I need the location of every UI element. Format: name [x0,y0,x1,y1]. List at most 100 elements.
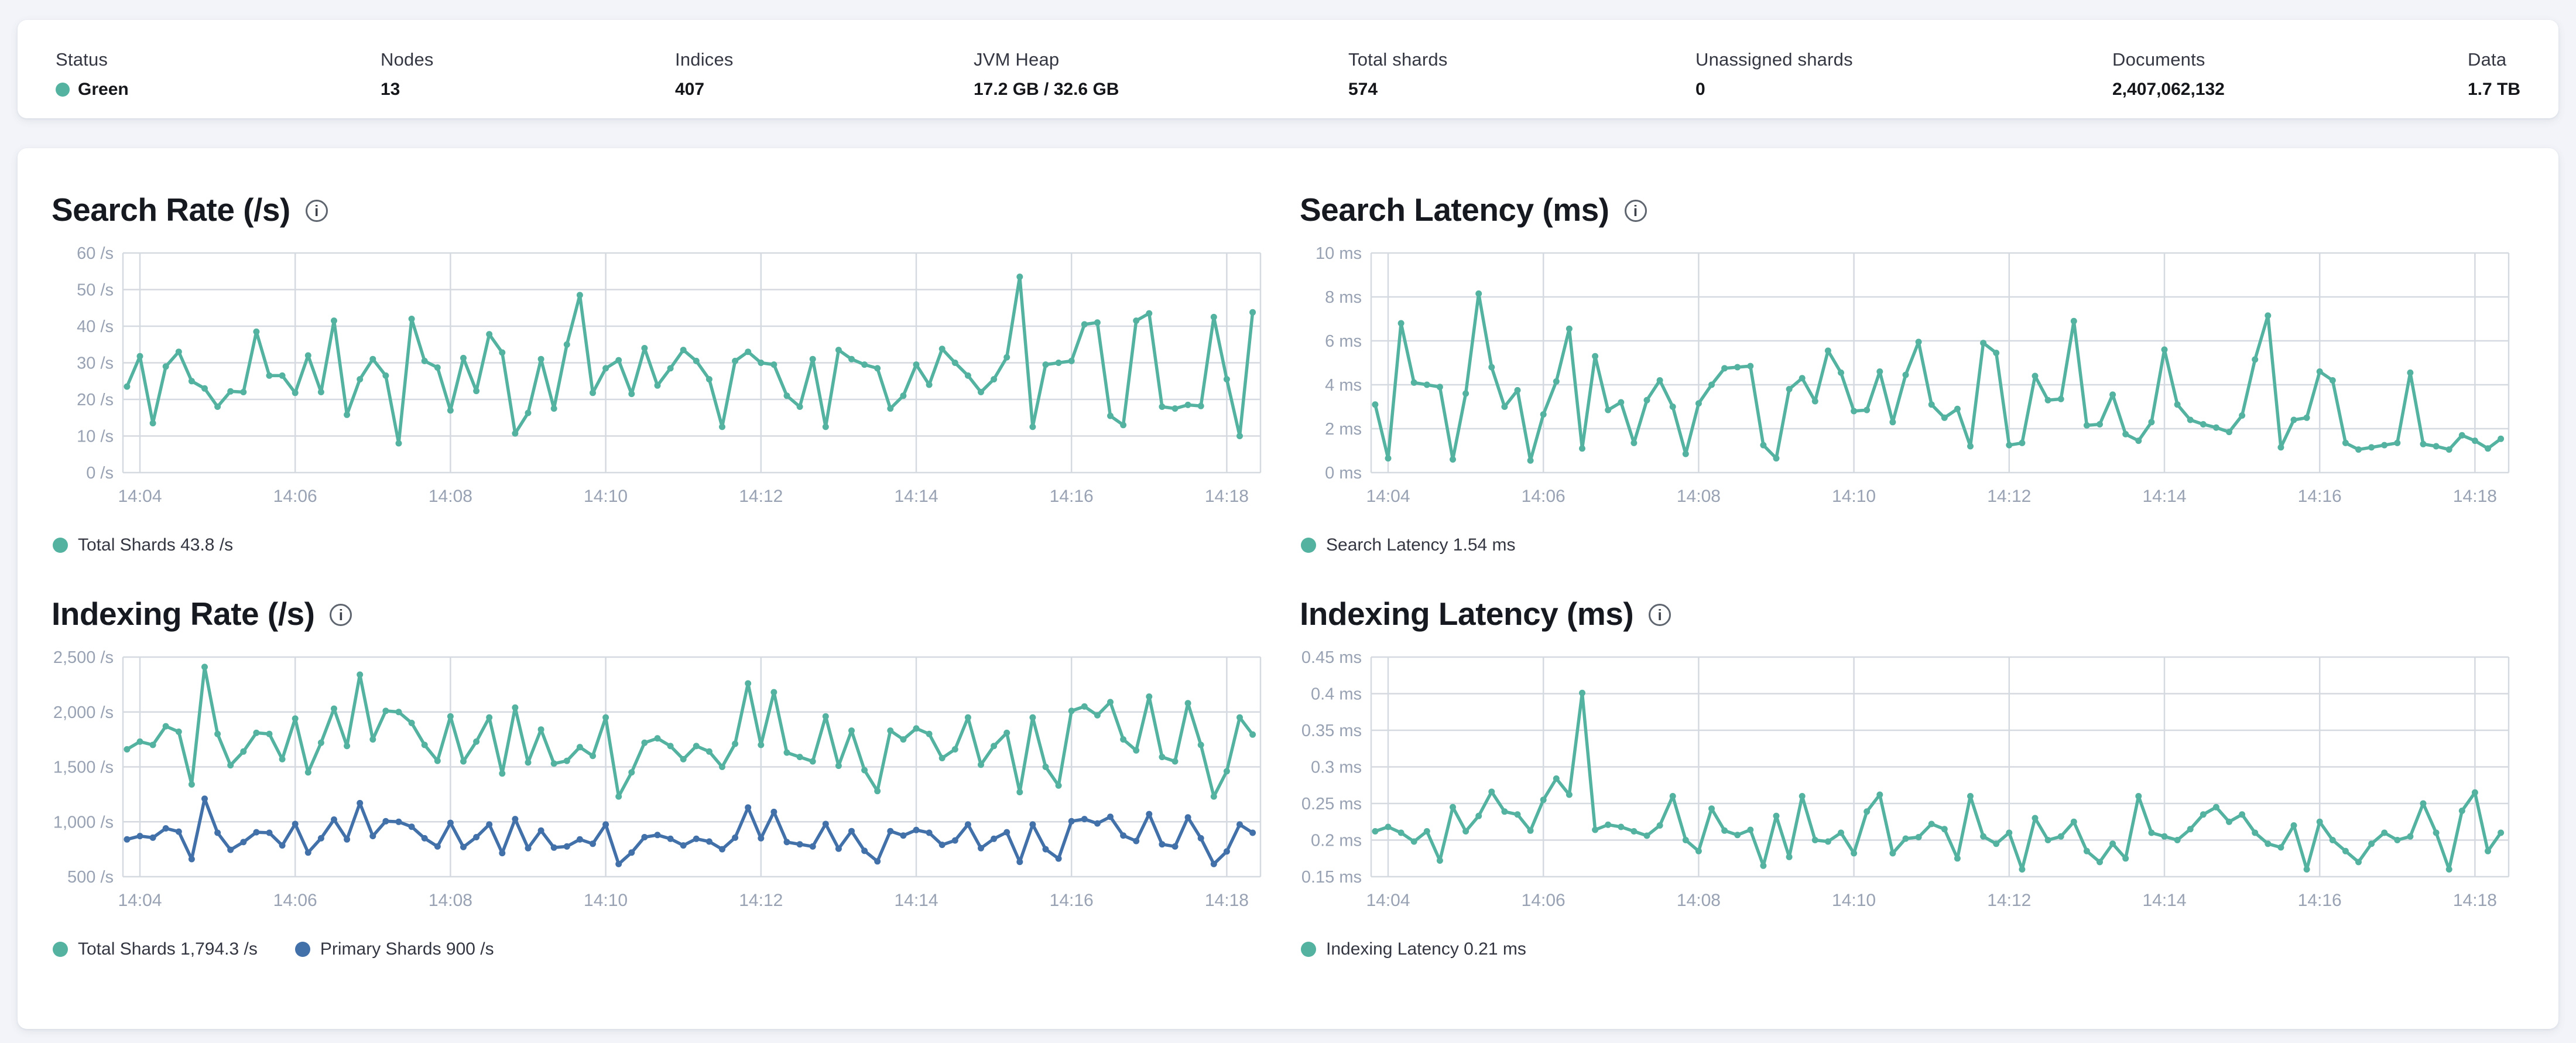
svg-text:30 /s: 30 /s [77,354,114,373]
stat-label: Total shards [1348,49,1448,70]
legend-label: Total Shards 1,794.3 /s [78,939,258,959]
svg-text:0.4 ms: 0.4 ms [1311,685,1362,704]
stat-value: 17.2 GB / 32.6 GB [974,80,1119,99]
stat-status: Status Green [56,49,129,100]
svg-text:14:04: 14:04 [118,487,162,506]
indexing-rate-chart: Indexing Rate (/s) i 2,500 /s 2,000 /s 1,5… [35,591,1270,978]
svg-text:50 /s: 50 /s [77,281,114,300]
legend-item[interactable]: Primary Shards 900 /s [294,939,494,959]
stat-label: Nodes [381,49,434,70]
legend: Indexing Latency 0.21 ms [1301,939,1526,959]
svg-text:10 ms: 10 ms [1316,246,1362,263]
svg-text:14:04: 14:04 [118,891,162,910]
info-icon[interactable]: i [1624,200,1647,222]
stat-label: Unassigned shards [1695,49,1853,70]
stat-value: 407 [675,80,705,99]
chart-title: Indexing Rate (/s) [52,596,315,632]
series-color-dot-icon [53,942,68,957]
series-color-dot-icon [1301,942,1316,957]
series-color-dot-icon [1301,538,1316,553]
stat-value: 2,407,062,132 [2112,80,2225,99]
svg-text:14:04: 14:04 [1366,487,1410,506]
svg-text:14:18: 14:18 [2453,487,2497,506]
chart-title: Search Rate (/s) [52,191,290,228]
svg-text:0 /s: 0 /s [86,464,114,483]
legend-label: Search Latency 1.54 ms [1326,535,1516,555]
indexing-latency-chart: Indexing Latency (ms) i 0.45 ms 0.4 ms 0.3… [1283,591,2519,978]
svg-text:14:08: 14:08 [429,891,472,910]
legend-label: Indexing Latency 0.21 ms [1326,939,1526,959]
svg-text:2 ms: 2 ms [1325,420,1362,439]
svg-text:10 /s: 10 /s [77,428,114,446]
svg-text:14:16: 14:16 [1050,891,1094,910]
info-icon[interactable]: i [330,604,352,626]
svg-text:4 ms: 4 ms [1325,376,1362,395]
legend-label: Primary Shards 900 /s [320,939,494,959]
legend-item[interactable]: Search Latency 1.54 ms [1301,535,1516,555]
svg-text:14:06: 14:06 [273,891,317,910]
stat-label: Data [2468,49,2507,70]
series-color-dot-icon [294,942,310,957]
svg-text:0.15 ms: 0.15 ms [1301,868,1362,887]
search-latency-plot[interactable]: 10 ms 8 ms 6 ms 4 ms 2 ms 0 ms 14:04 14:06 14:08… [1283,246,2513,521]
legend-item[interactable]: Total Shards 1,794.3 /s [53,939,258,959]
svg-text:14:14: 14:14 [2142,487,2186,506]
svg-text:2,500 /s: 2,500 /s [53,650,114,667]
svg-text:14:14: 14:14 [894,891,938,910]
svg-text:0.45 ms: 0.45 ms [1301,650,1362,667]
svg-text:14:18: 14:18 [2453,891,2497,910]
svg-text:14:16: 14:16 [2298,891,2342,910]
svg-text:14:10: 14:10 [1832,487,1876,506]
svg-text:40 /s: 40 /s [77,317,114,336]
svg-text:14:16: 14:16 [1050,487,1094,506]
svg-text:14:08: 14:08 [1677,487,1721,506]
indexing-rate-plot[interactable]: 2,500 /s 2,000 /s 1,500 /s 1,000 /s 500 /s 14… [35,650,1265,925]
stat-indices: Indices 407 [675,49,734,100]
metrics-panel: Search Rate (/s) i 60 /s 50 /s 40 /s 30 /s 2… [18,148,2558,1029]
info-icon[interactable]: i [305,200,328,222]
search-rate-plot[interactable]: 60 /s 50 /s 40 /s 30 /s 20 /s 10 /s 0 /s 14:04 1… [35,246,1265,521]
stat-value: Green [78,80,129,99]
info-icon[interactable]: i [1649,604,1671,626]
search-latency-chart: Search Latency (ms) i 10 ms 8 ms 6 ms 4 ms 2… [1283,187,2519,574]
svg-text:14:14: 14:14 [2142,891,2186,910]
svg-text:14:12: 14:12 [739,891,783,910]
stat-label: JVM Heap [974,49,1060,70]
svg-text:0.25 ms: 0.25 ms [1301,795,1362,813]
svg-text:2,000 /s: 2,000 /s [53,703,114,722]
svg-text:14:12: 14:12 [1987,891,2031,910]
stat-label: Status [56,49,108,70]
search-rate-chart: Search Rate (/s) i 60 /s 50 /s 40 /s 30 /s 2… [35,187,1270,574]
stat-data-size: Data 1.7 TB [2468,49,2520,100]
legend: Total Shards 1,794.3 /s Primary Shards 9… [53,939,494,959]
svg-text:14:10: 14:10 [584,487,628,506]
svg-text:0.2 ms: 0.2 ms [1311,832,1362,850]
svg-text:0.3 ms: 0.3 ms [1311,758,1362,777]
svg-text:0.35 ms: 0.35 ms [1301,721,1362,740]
svg-text:14:12: 14:12 [1987,487,2031,506]
stat-value: 0 [1695,80,1705,99]
svg-text:14:04: 14:04 [1366,891,1410,910]
stat-documents: Documents 2,407,062,132 [2112,49,2225,100]
stat-nodes: Nodes 13 [381,49,434,100]
stat-label: Indices [675,49,734,70]
svg-text:500 /s: 500 /s [67,868,114,887]
svg-text:14:06: 14:06 [1522,487,1566,506]
legend: Total Shards 43.8 /s [53,535,233,555]
svg-text:14:12: 14:12 [739,487,783,506]
svg-text:14:18: 14:18 [1205,891,1249,910]
svg-text:1,500 /s: 1,500 /s [53,758,114,777]
svg-text:14:14: 14:14 [894,487,938,506]
stat-value: 1.7 TB [2468,80,2521,99]
svg-text:8 ms: 8 ms [1325,288,1362,307]
legend-label: Total Shards 43.8 /s [78,535,234,555]
legend: Search Latency 1.54 ms [1301,535,1516,555]
stat-value: 574 [1348,80,1378,99]
legend-item[interactable]: Indexing Latency 0.21 ms [1301,939,1526,959]
indexing-latency-plot[interactable]: 0.45 ms 0.4 ms 0.35 ms 0.3 ms 0.25 ms 0.2 ms 0… [1283,650,2513,925]
stat-unassigned-shards: Unassigned shards 0 [1695,49,1853,100]
svg-text:14:10: 14:10 [1832,891,1876,910]
stat-value: 13 [381,80,400,99]
legend-item[interactable]: Total Shards 43.8 /s [53,535,233,555]
svg-text:0 ms: 0 ms [1325,464,1362,483]
